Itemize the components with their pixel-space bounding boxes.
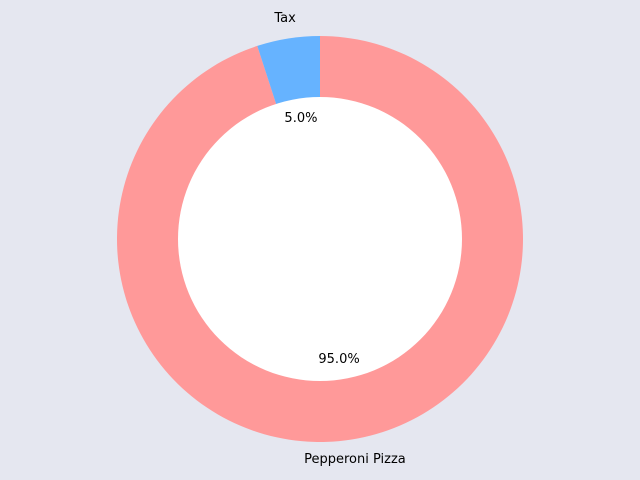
category-label: Pepperoni Pizza bbox=[304, 452, 406, 467]
label-group: Pepperoni Pizza 95.0% Tax 5.0% bbox=[273, 11, 405, 467]
percent-label: 5.0% bbox=[284, 111, 317, 126]
donut-hole bbox=[178, 97, 462, 381]
percent-label: 95.0% bbox=[318, 352, 359, 367]
category-label: Tax bbox=[273, 11, 296, 26]
